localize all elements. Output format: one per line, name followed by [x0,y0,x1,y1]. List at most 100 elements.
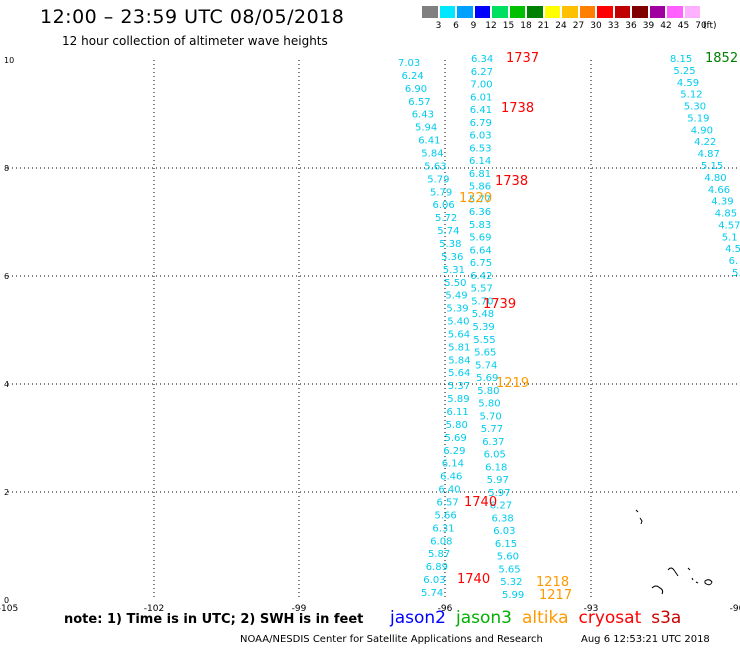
wave-height-value: 5.31 [443,265,465,276]
colorbar-label: 12 [485,21,497,31]
colorbar-swatch [473,5,491,19]
coastline-islands [635,509,713,595]
pass-time-label: 1219 [496,376,529,391]
wave-height-value: 6.24 [402,71,424,82]
wave-height-value: 4.59 [677,78,699,89]
colorbar-label: 39 [642,21,655,31]
wave-height-value: 5.19 [687,113,709,124]
colorbar-label: 6 [453,21,459,31]
wave-height-value: 4.39 [711,197,733,208]
wave-height-value: 6.29 [443,446,465,457]
axis-tick-labels: -105 -102 -99 -96 -93 -90 0 2 4 6 8 10 [0,56,740,614]
wave-height-value: 4.90 [691,125,713,136]
wave-height-value: 5.87 [428,549,450,560]
colorbar-swatch [561,5,579,19]
colorbar-label: 27 [572,21,585,31]
wave-height-value: 5.80 [477,386,499,397]
y-tick-label: 6 [4,272,9,281]
satellite-legend: jason2 jason3 altika cryosat s3a [390,608,691,628]
wave-height-value: 6.53 [469,143,491,154]
wave-height-value: 5.74 [437,226,459,237]
wave-height-value: 5.69 [476,373,498,384]
wave-height-value: 4.22 [694,137,716,148]
wave-height-value: 5.80 [478,399,500,410]
wave-height-value: 5.48 [472,309,494,320]
wave-height-value: 5.69 [445,433,467,444]
wave-height-value: 6.18 [485,462,507,473]
wave-height-value: 5.74 [421,588,443,599]
wave-height-value: 6.75 [470,258,492,269]
colorbar-label: 18 [520,21,532,31]
wave-height-value: 5.80 [446,420,468,431]
colorbar-swatch [438,5,456,19]
wave-height-value: 4.66 [708,185,730,196]
colorbar-label: 70 [695,21,707,31]
x-tick-label: -96 [438,604,453,614]
x-tick-label: -99 [292,604,307,614]
x-tick-label: -105 [0,604,18,614]
wave-height-value: 6.01 [470,92,492,103]
wave-height-value: 5.70 [471,297,493,308]
colorbar [421,5,719,19]
wave-height-value: 6.14 [469,156,491,167]
pass-time-label: 1852 [705,51,738,66]
y-tick-label: 2 [4,488,9,497]
wave-height-value: 6.03 [469,131,491,142]
wave-height-value: 6.41 [470,105,492,116]
island-shape [635,509,713,595]
wave-height-value: 6.05 [484,450,506,461]
y-tick-label: 4 [4,380,9,389]
wave-height-value: 5.83 [469,220,491,231]
wave-height-value: 6.43 [412,110,434,121]
wave-height-value: 5.12 [680,90,702,101]
wave-height-value: 4.57 [718,220,740,231]
legend-entry-jason3: jason3 [456,608,512,628]
colorbar-swatch [508,5,526,19]
colorbar-label: 45 [677,21,690,31]
x-tick-label: -90 [730,604,740,614]
wave-height-value: 6.57 [437,498,459,509]
wave-height-value: 6.15 [495,539,517,550]
legend-entry-jason2: jason2 [390,608,446,628]
x-tick-label: -102 [144,604,164,614]
wave-height-value: 5.77 [469,194,491,205]
colorbar-label: 42 [660,21,672,31]
colorbar-label: 30 [590,21,602,31]
colorbar-label: 21 [537,21,550,31]
pass-time-label: 1218 [536,575,569,590]
wave-height-value: 5.38 [439,239,461,250]
wave-height-value: 5.77 [481,424,503,435]
note-text: note: 1) Time is in UTC; 2) SWH is in fe… [64,612,364,627]
pass-time-label: 1738 [495,174,528,189]
wave-height-value: 7.00 [470,80,492,91]
colorbar-label: 33 [607,21,620,31]
wave-height-value: 5.25 [673,66,695,77]
wave-height-value: 6.34 [471,54,493,65]
wave-height-value: 6.31 [432,523,454,534]
pass-time-label: 1220 [459,191,492,206]
wave-height-value: 6.03 [493,526,515,537]
wave-height-value: 5.64 [448,368,470,379]
wave-height-value: 4.80 [704,173,726,184]
wave-height-value: 6.90 [405,84,427,95]
wave-height-value: 6.46 [440,472,462,483]
wave-height-value: 5.40 [447,317,469,328]
map-subtitle: 12 hour collection of altimeter wave hei… [62,34,328,48]
wave-height-value: 7.03 [398,58,420,69]
wave-height-value: 6.41 [418,136,440,147]
colorbar-labels: 3 6 9 12 15 18 21 24 27 30 33 36 39 42 45 70 (ft) [421,21,740,33]
x-tick-label: -93 [584,604,599,614]
wave-height-value: 5.86 [469,182,491,193]
wave-height-value: 6.27 [490,501,512,512]
colorbar-swatch [613,5,631,19]
wave-height-value: 5.79 [427,174,449,185]
colorbar-swatch [421,5,439,19]
credit-text: NOAA/NESDIS Center for Satellite Applica… [240,634,543,645]
colorbar-swatch [526,5,544,19]
colorbar-swatch [666,5,684,19]
wave-height-value: 4.5 [725,244,740,255]
wave-height-value: 6.37 [482,437,504,448]
wave-height-value: 5.84 [421,149,443,160]
wave-height-value: 8.15 [670,54,692,65]
